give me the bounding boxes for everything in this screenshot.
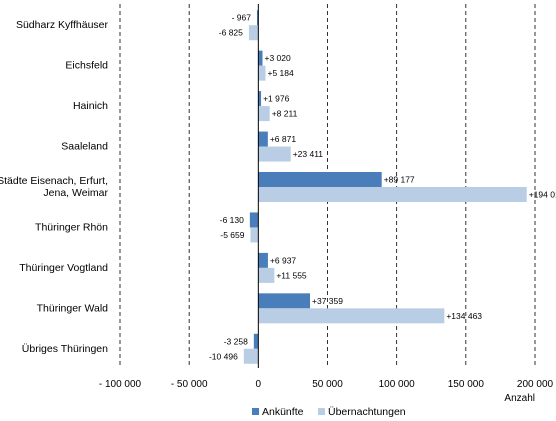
bar-uebernachtungen bbox=[258, 146, 291, 162]
x-tick-label: - 100 000 bbox=[99, 379, 142, 390]
data-label: +37 359 bbox=[312, 296, 343, 306]
category-label: Thüringer Vogtland bbox=[19, 262, 108, 274]
bar-uebernachtungen bbox=[250, 227, 259, 243]
data-label: +8 211 bbox=[272, 109, 298, 119]
legend-swatch bbox=[252, 408, 259, 415]
legend-label: Ankünfte bbox=[262, 406, 304, 418]
data-label: +134 463 bbox=[446, 311, 482, 321]
bar-ankuenfte bbox=[258, 50, 263, 66]
data-label: +194 018 bbox=[529, 190, 556, 200]
bar-uebernachtungen bbox=[258, 267, 275, 283]
x-tick-label: - 50 000 bbox=[171, 379, 208, 390]
bar-ankuenfte bbox=[258, 131, 268, 147]
data-labels: - 967 -6 825 +3 020 +5 184 +1 976 +8 211 +6 87… bbox=[209, 13, 556, 362]
data-label: -5 659 bbox=[220, 230, 244, 240]
x-tick-label: 100 000 bbox=[379, 379, 416, 390]
bar-ankuenfte bbox=[258, 172, 382, 187]
x-tick-label: 0 bbox=[256, 379, 262, 390]
category-label: Übriges Thüringen bbox=[22, 343, 108, 355]
data-label: -10 496 bbox=[209, 351, 238, 361]
legend-swatch bbox=[318, 408, 325, 415]
bar-uebernachtungen bbox=[248, 25, 259, 41]
x-axis-title: Anzahl bbox=[504, 393, 535, 404]
bar-uebernachtungen bbox=[258, 65, 266, 81]
bars bbox=[243, 10, 527, 364]
data-label: +11 555 bbox=[276, 270, 307, 280]
x-tick-label: 50 000 bbox=[312, 379, 343, 390]
category-labels: Südharz Kyffhäuser Eichsfeld Hainich Saalel… bbox=[0, 19, 109, 355]
data-label: -6 825 bbox=[219, 28, 243, 38]
data-label: +6 937 bbox=[270, 255, 297, 265]
x-tick-label: 150 000 bbox=[448, 379, 485, 390]
bar-ankuenfte bbox=[249, 212, 259, 228]
data-label: +3 020 bbox=[265, 53, 292, 63]
category-label: Saaleland bbox=[61, 141, 108, 153]
bar-ankuenfte bbox=[253, 333, 259, 349]
category-label: Eichsfeld bbox=[65, 60, 108, 72]
x-tick-labels: - 100 000 - 50 000 0 50 000 100 000 150 000 20… bbox=[99, 379, 554, 390]
bar-uebernachtungen bbox=[258, 187, 527, 202]
bar-uebernachtungen bbox=[243, 348, 259, 364]
bar-ankuenfte bbox=[256, 10, 259, 26]
category-label: Südharz Kyffhäuser bbox=[16, 19, 109, 31]
data-label: -6 130 bbox=[220, 215, 244, 225]
legend-label: Übernachtungen bbox=[328, 406, 406, 418]
data-label: +1 976 bbox=[263, 94, 290, 104]
data-label: +6 871 bbox=[270, 134, 297, 144]
data-label: +23 411 bbox=[293, 149, 324, 159]
bar-ankuenfte bbox=[258, 91, 262, 107]
x-tick-label: 200 000 bbox=[517, 379, 554, 390]
data-label: +89 177 bbox=[384, 175, 415, 185]
data-label: -3 258 bbox=[224, 336, 248, 346]
category-label: Thüringer Rhön bbox=[35, 221, 108, 233]
category-label: Hainich bbox=[73, 100, 108, 112]
gridlines bbox=[119, 4, 536, 368]
bar-uebernachtungen bbox=[258, 106, 270, 122]
bar-ankuenfte bbox=[258, 252, 268, 268]
bar-ankuenfte bbox=[258, 293, 311, 309]
data-label: - 967 bbox=[232, 13, 252, 23]
data-label: +5 184 bbox=[268, 68, 295, 78]
category-label: Thüringer Wald bbox=[37, 302, 109, 314]
bar-uebernachtungen bbox=[258, 308, 445, 324]
category-label: Städte Eisenach, Erfurt, Jena, Weimar bbox=[0, 175, 108, 199]
legend: Ankünfte Übernachtungen bbox=[252, 406, 406, 418]
